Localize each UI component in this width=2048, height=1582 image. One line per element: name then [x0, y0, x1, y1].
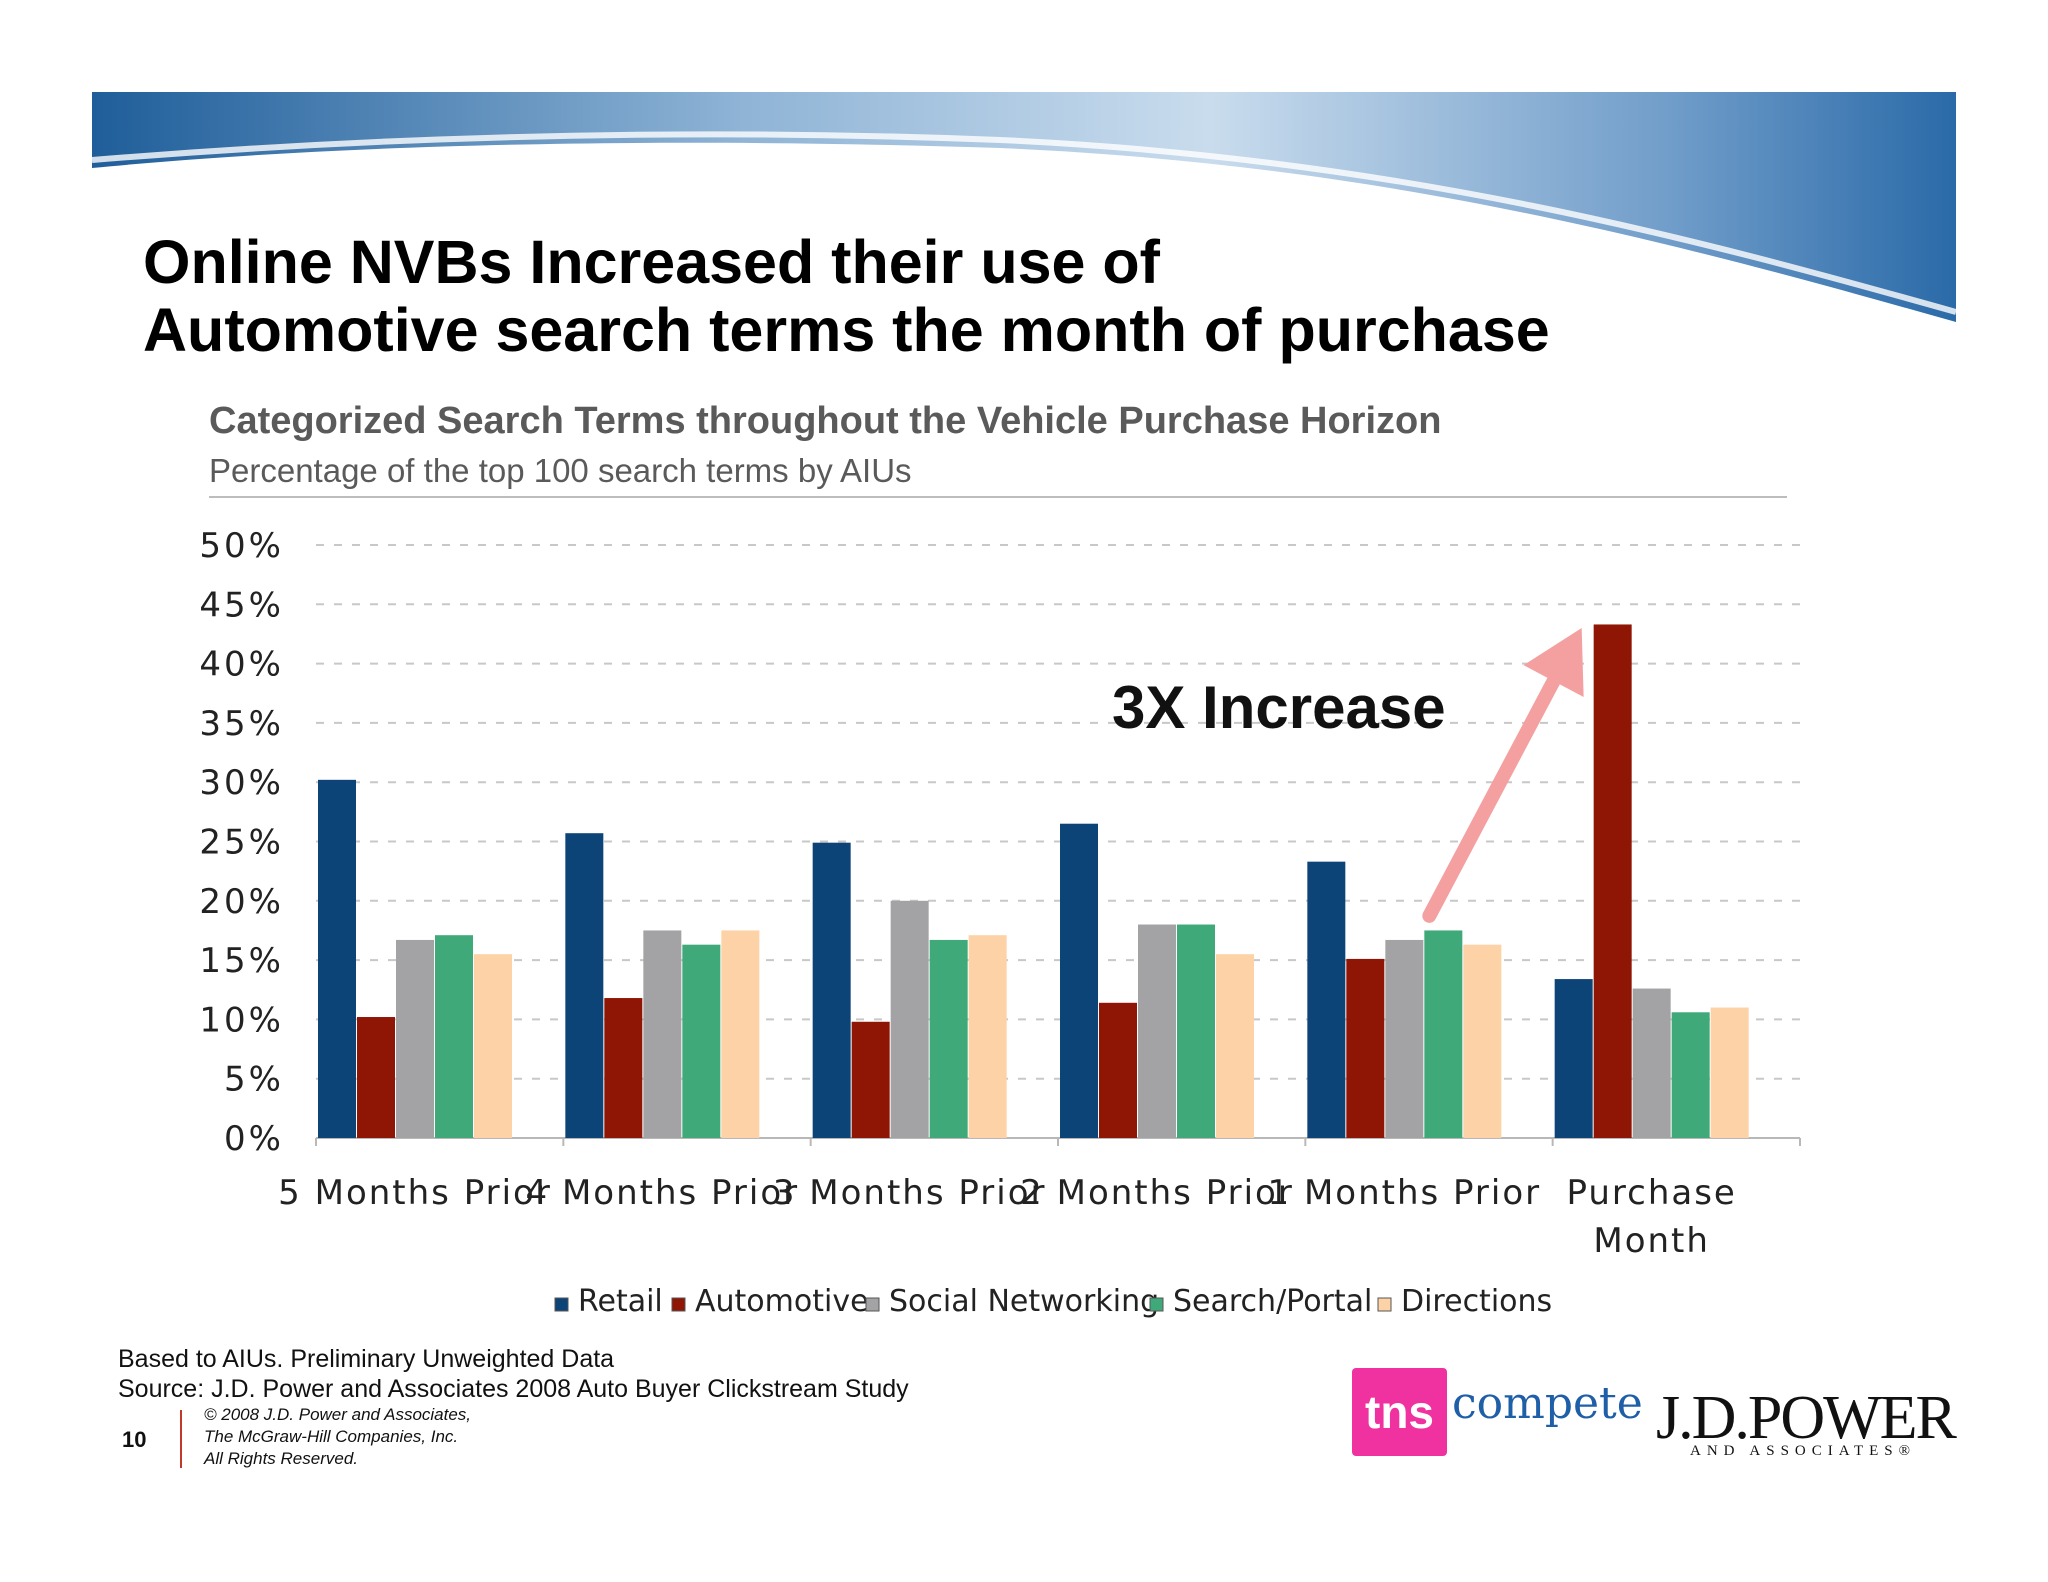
- y-tick-label: 40%: [199, 645, 284, 685]
- x-tick-label: 1 Months Prior: [1268, 1173, 1542, 1213]
- bar-retail: [1554, 979, 1593, 1138]
- increase-arrow-shaft: [1422, 674, 1561, 923]
- x-tick-label: 2 Months Prior: [1020, 1173, 1294, 1213]
- copyright-line-3: All Rights Reserved.: [204, 1449, 359, 1468]
- bar-chart: 0% 5% 10% 15% 20% 25% 30% 35% 40% 45% 50% 5 Months …: [199, 526, 1801, 1319]
- y-tick-label: 35%: [199, 704, 284, 744]
- y-tick-label: 0%: [224, 1119, 284, 1159]
- y-tick-label: 50%: [199, 526, 284, 566]
- bar-search-portal: [929, 939, 968, 1138]
- bar-directions: [1463, 944, 1502, 1138]
- bar-search-portal: [1177, 924, 1215, 1138]
- bar-social-networking: [1138, 924, 1176, 1138]
- increase-callout-text: 3X Increase: [1112, 674, 1446, 741]
- bar-social-networking: [890, 900, 929, 1138]
- y-tick-label: 15%: [199, 941, 284, 981]
- bar-social-networking: [1385, 939, 1424, 1138]
- bar-automotive: [604, 998, 643, 1138]
- bars: [318, 624, 1749, 1138]
- page-number-divider: [180, 1410, 182, 1468]
- compete-logo-text: compete: [1452, 1378, 1643, 1429]
- copyright-line-2: The McGraw-Hill Companies, Inc.: [204, 1427, 459, 1446]
- bar-social-networking: [643, 930, 682, 1138]
- bar-automotive: [1593, 624, 1632, 1138]
- bar-automotive: [357, 1017, 395, 1138]
- legend-swatch: [865, 1297, 880, 1312]
- jdpower-logo-subtext: AND ASSOCIATES®: [1690, 1443, 1917, 1459]
- increase-arrow-head: [1523, 628, 1584, 697]
- copyright-notice: © 2008 J.D. Power and Associates, The Mc…: [204, 1404, 471, 1470]
- bar-search-portal: [1424, 930, 1463, 1138]
- bar-directions: [474, 954, 512, 1138]
- footnote-source: Source: J.D. Power and Associates 2008 A…: [118, 1375, 909, 1403]
- bar-directions: [721, 930, 760, 1138]
- slide-title-line-1: Online NVBs Increased their use of: [143, 228, 1160, 296]
- bar-social-networking: [1632, 988, 1671, 1138]
- legend-swatch: [671, 1297, 686, 1312]
- bar-automotive: [1099, 1002, 1137, 1138]
- legend-label: Social Networking: [889, 1284, 1159, 1319]
- legend-label: Directions: [1401, 1284, 1552, 1319]
- bar-retail: [565, 833, 604, 1138]
- legend-label: Retail: [578, 1284, 663, 1319]
- y-tick-label: 45%: [199, 585, 284, 625]
- bar-search-portal: [682, 944, 721, 1138]
- gridlines: [316, 544, 1800, 1080]
- slide-title-line-2: Automotive search terms the month of pur…: [143, 296, 1550, 364]
- bar-retail: [1307, 861, 1346, 1138]
- bar-retail: [1060, 823, 1098, 1138]
- y-tick-label: 25%: [199, 823, 284, 863]
- jdpower-logo-text: J.D.POWER: [1656, 1384, 1957, 1452]
- y-tick-label: 10%: [199, 1000, 284, 1040]
- bar-directions: [1216, 954, 1254, 1138]
- y-tick-label: 30%: [199, 763, 284, 803]
- copyright-line-1: © 2008 J.D. Power and Associates,: [204, 1405, 472, 1424]
- bar-directions: [1710, 1007, 1749, 1138]
- page-number: 10: [122, 1427, 147, 1452]
- header-banner: [91, 92, 1957, 322]
- footnote-basis: Based to AIUs. Preliminary Unweighted Da…: [118, 1345, 615, 1373]
- y-tick-label: 5%: [224, 1060, 284, 1100]
- x-tick-label: 3 Months Prior: [773, 1173, 1047, 1213]
- bar-retail: [812, 842, 851, 1138]
- axis-labels: 0% 5% 10% 15% 20% 25% 30% 35% 40% 45% 50% 5 Months …: [199, 526, 1736, 1261]
- legend-label: Search/Portal: [1173, 1284, 1372, 1319]
- axes: [315, 1137, 1801, 1146]
- bar-retail: [318, 779, 356, 1138]
- title-divider: [209, 496, 1787, 498]
- bar-search-portal: [1671, 1012, 1710, 1138]
- legend: Retail Automotive Social Networking Search/…: [554, 1284, 1552, 1319]
- bar-automotive: [851, 1021, 890, 1138]
- bar-social-networking: [396, 939, 434, 1138]
- legend-swatch: [1377, 1297, 1392, 1312]
- x-tick-label: Purchase: [1566, 1173, 1736, 1213]
- slide-title: Online NVBs Increased their use of Autom…: [143, 228, 1843, 364]
- chart-title: Categorized Search Terms throughout the …: [209, 400, 1442, 442]
- bar-search-portal: [435, 935, 473, 1138]
- x-tick-label: 5 Months Prior: [278, 1173, 552, 1213]
- legend-swatch: [1149, 1297, 1164, 1312]
- bar-directions: [968, 935, 1007, 1138]
- x-tick-label: Month: [1593, 1221, 1710, 1261]
- chart-subtitle: Percentage of the top 100 search terms b…: [209, 452, 912, 489]
- legend-swatch: [554, 1297, 569, 1312]
- bar-automotive: [1346, 958, 1385, 1138]
- x-tick-label: 4 Months Prior: [526, 1173, 800, 1213]
- jdpower-logo: J.D.POWER AND ASSOCIATES®: [1650, 1383, 1957, 1463]
- annotation: 3X Increase: [1112, 628, 1584, 923]
- tns-logo-mark: tns: [1352, 1368, 1447, 1456]
- legend-label: Automotive: [695, 1284, 869, 1319]
- y-tick-label: 20%: [199, 882, 284, 922]
